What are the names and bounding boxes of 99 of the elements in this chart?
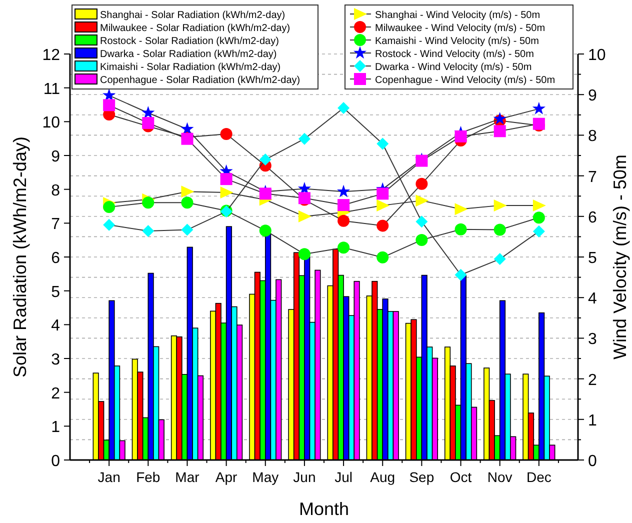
y2-tick-label: 9 xyxy=(588,88,597,105)
point xyxy=(376,251,389,264)
x-tick-label: Nov xyxy=(487,469,512,485)
point xyxy=(494,253,506,266)
point xyxy=(220,128,232,140)
y2-tick-label: 1 xyxy=(588,412,597,430)
legend-label: Milwaukee - Solar Radiation (kWh/m2-day) xyxy=(100,23,290,34)
x-tick-label: Dec xyxy=(526,469,552,485)
y-tick-label: 9 xyxy=(51,148,60,166)
point xyxy=(416,178,428,190)
legend-label: Kamaishi - Wind Velocity (m/s) - 50m xyxy=(375,36,539,47)
legend-label: Shanghai - Solar Radiation (kWh/m2-day) xyxy=(100,10,286,21)
x-tick-label: Jan xyxy=(98,469,120,485)
y-tick-label: 11 xyxy=(43,80,60,98)
legend-label: Rostock - Solar Radiation (kWh/m2-day) xyxy=(100,36,279,47)
x-tick-label: Apr xyxy=(215,469,238,485)
x-tick-label: May xyxy=(252,469,279,485)
point xyxy=(454,268,467,281)
y-tick-label: 6 xyxy=(51,250,60,267)
point xyxy=(376,138,389,150)
x-tick-label: Sep xyxy=(409,469,434,485)
point xyxy=(220,173,232,186)
point xyxy=(493,112,506,125)
point xyxy=(494,199,507,212)
point xyxy=(338,214,350,227)
legend-label: Milwaukee - Wind Velocity (m/s) - 50m xyxy=(375,23,546,34)
point xyxy=(181,196,194,209)
point xyxy=(532,212,545,224)
point xyxy=(220,186,234,198)
point xyxy=(494,125,506,138)
y2-tick-label: 2 xyxy=(588,372,597,389)
y-tick-label: 1 xyxy=(51,419,60,436)
point xyxy=(181,186,194,198)
point xyxy=(416,234,428,246)
point xyxy=(142,196,154,209)
point xyxy=(298,132,310,145)
y2-tick-label: 5 xyxy=(588,250,597,267)
point xyxy=(532,225,545,238)
point xyxy=(103,201,116,214)
legend-label: Shanghai - Wind Velocity (m/s) - 50m xyxy=(375,10,540,21)
x-tick-label: Feb xyxy=(136,469,160,485)
point xyxy=(338,199,350,212)
point xyxy=(103,218,116,231)
point xyxy=(142,106,155,118)
legend-label: Kimaishi - Solar Radiation (kWh/m2-day) xyxy=(100,62,281,73)
y-tick-label: 3 xyxy=(51,352,60,368)
y2-tick-label: 6 xyxy=(588,209,597,226)
point xyxy=(259,224,272,237)
y2-tick-label: 4 xyxy=(588,290,597,308)
point xyxy=(494,224,506,236)
x-tick-label: Oct xyxy=(450,469,472,485)
point xyxy=(454,223,467,236)
point xyxy=(376,188,389,200)
y2-tick-label: 10 xyxy=(588,47,606,64)
x-axis-title: Month xyxy=(298,499,350,519)
point xyxy=(181,224,194,236)
point xyxy=(416,194,429,207)
point xyxy=(416,216,428,228)
x-tick-label: Mar xyxy=(175,469,200,485)
x-tick-label: Aug xyxy=(370,469,396,485)
point xyxy=(259,188,272,200)
y-tick-label: 4 xyxy=(51,318,60,335)
y-tick-label: 0 xyxy=(51,453,60,470)
y2-tick-label: 7 xyxy=(588,168,597,186)
legend-label: Dwarka - Solar Radiation (kWh/m2-day) xyxy=(100,49,277,60)
y-tick-label: 2 xyxy=(51,385,60,402)
x-tick-label: Jul xyxy=(334,469,352,485)
y2-axis-title: Wind Velocity (m/s) - 50m xyxy=(610,154,630,360)
x-tick-label: Jun xyxy=(293,469,316,485)
point xyxy=(298,248,310,260)
point xyxy=(298,210,312,222)
point xyxy=(180,122,194,135)
point xyxy=(142,225,154,238)
point xyxy=(376,199,390,212)
legend-label: Dwarka - Wind Velocity (m/s) - 50m xyxy=(375,62,532,73)
legend-label: Copenhague - Solar Radiation (kWh/m2-day) xyxy=(100,75,300,86)
point xyxy=(454,130,467,142)
point xyxy=(338,242,350,254)
point xyxy=(102,88,116,101)
y2-tick-label: 3 xyxy=(588,331,597,348)
point xyxy=(532,199,546,212)
point xyxy=(103,99,116,112)
y-tick-label: 8 xyxy=(51,182,60,200)
point xyxy=(336,184,350,198)
y-tick-label: 7 xyxy=(51,216,60,234)
y-tick-label: 5 xyxy=(51,284,60,301)
point xyxy=(376,220,389,232)
point xyxy=(532,102,546,114)
y-tick-label: 12 xyxy=(42,47,60,64)
point xyxy=(454,203,468,216)
y-axis-title: Solar Radiation (kWh/m2-day) xyxy=(10,136,30,378)
point xyxy=(338,102,350,114)
legend-label: Rostock - Wind Velocity (m/s) - 50m xyxy=(375,49,534,60)
y-tick-label: 10 xyxy=(42,114,60,132)
y2-tick-label: 0 xyxy=(588,453,597,470)
y2-tick-label: 8 xyxy=(588,128,597,146)
point xyxy=(259,154,272,166)
legend-label: Copenhague - Wind Velocity (m/s) - 50m xyxy=(375,75,556,86)
point xyxy=(142,117,154,130)
